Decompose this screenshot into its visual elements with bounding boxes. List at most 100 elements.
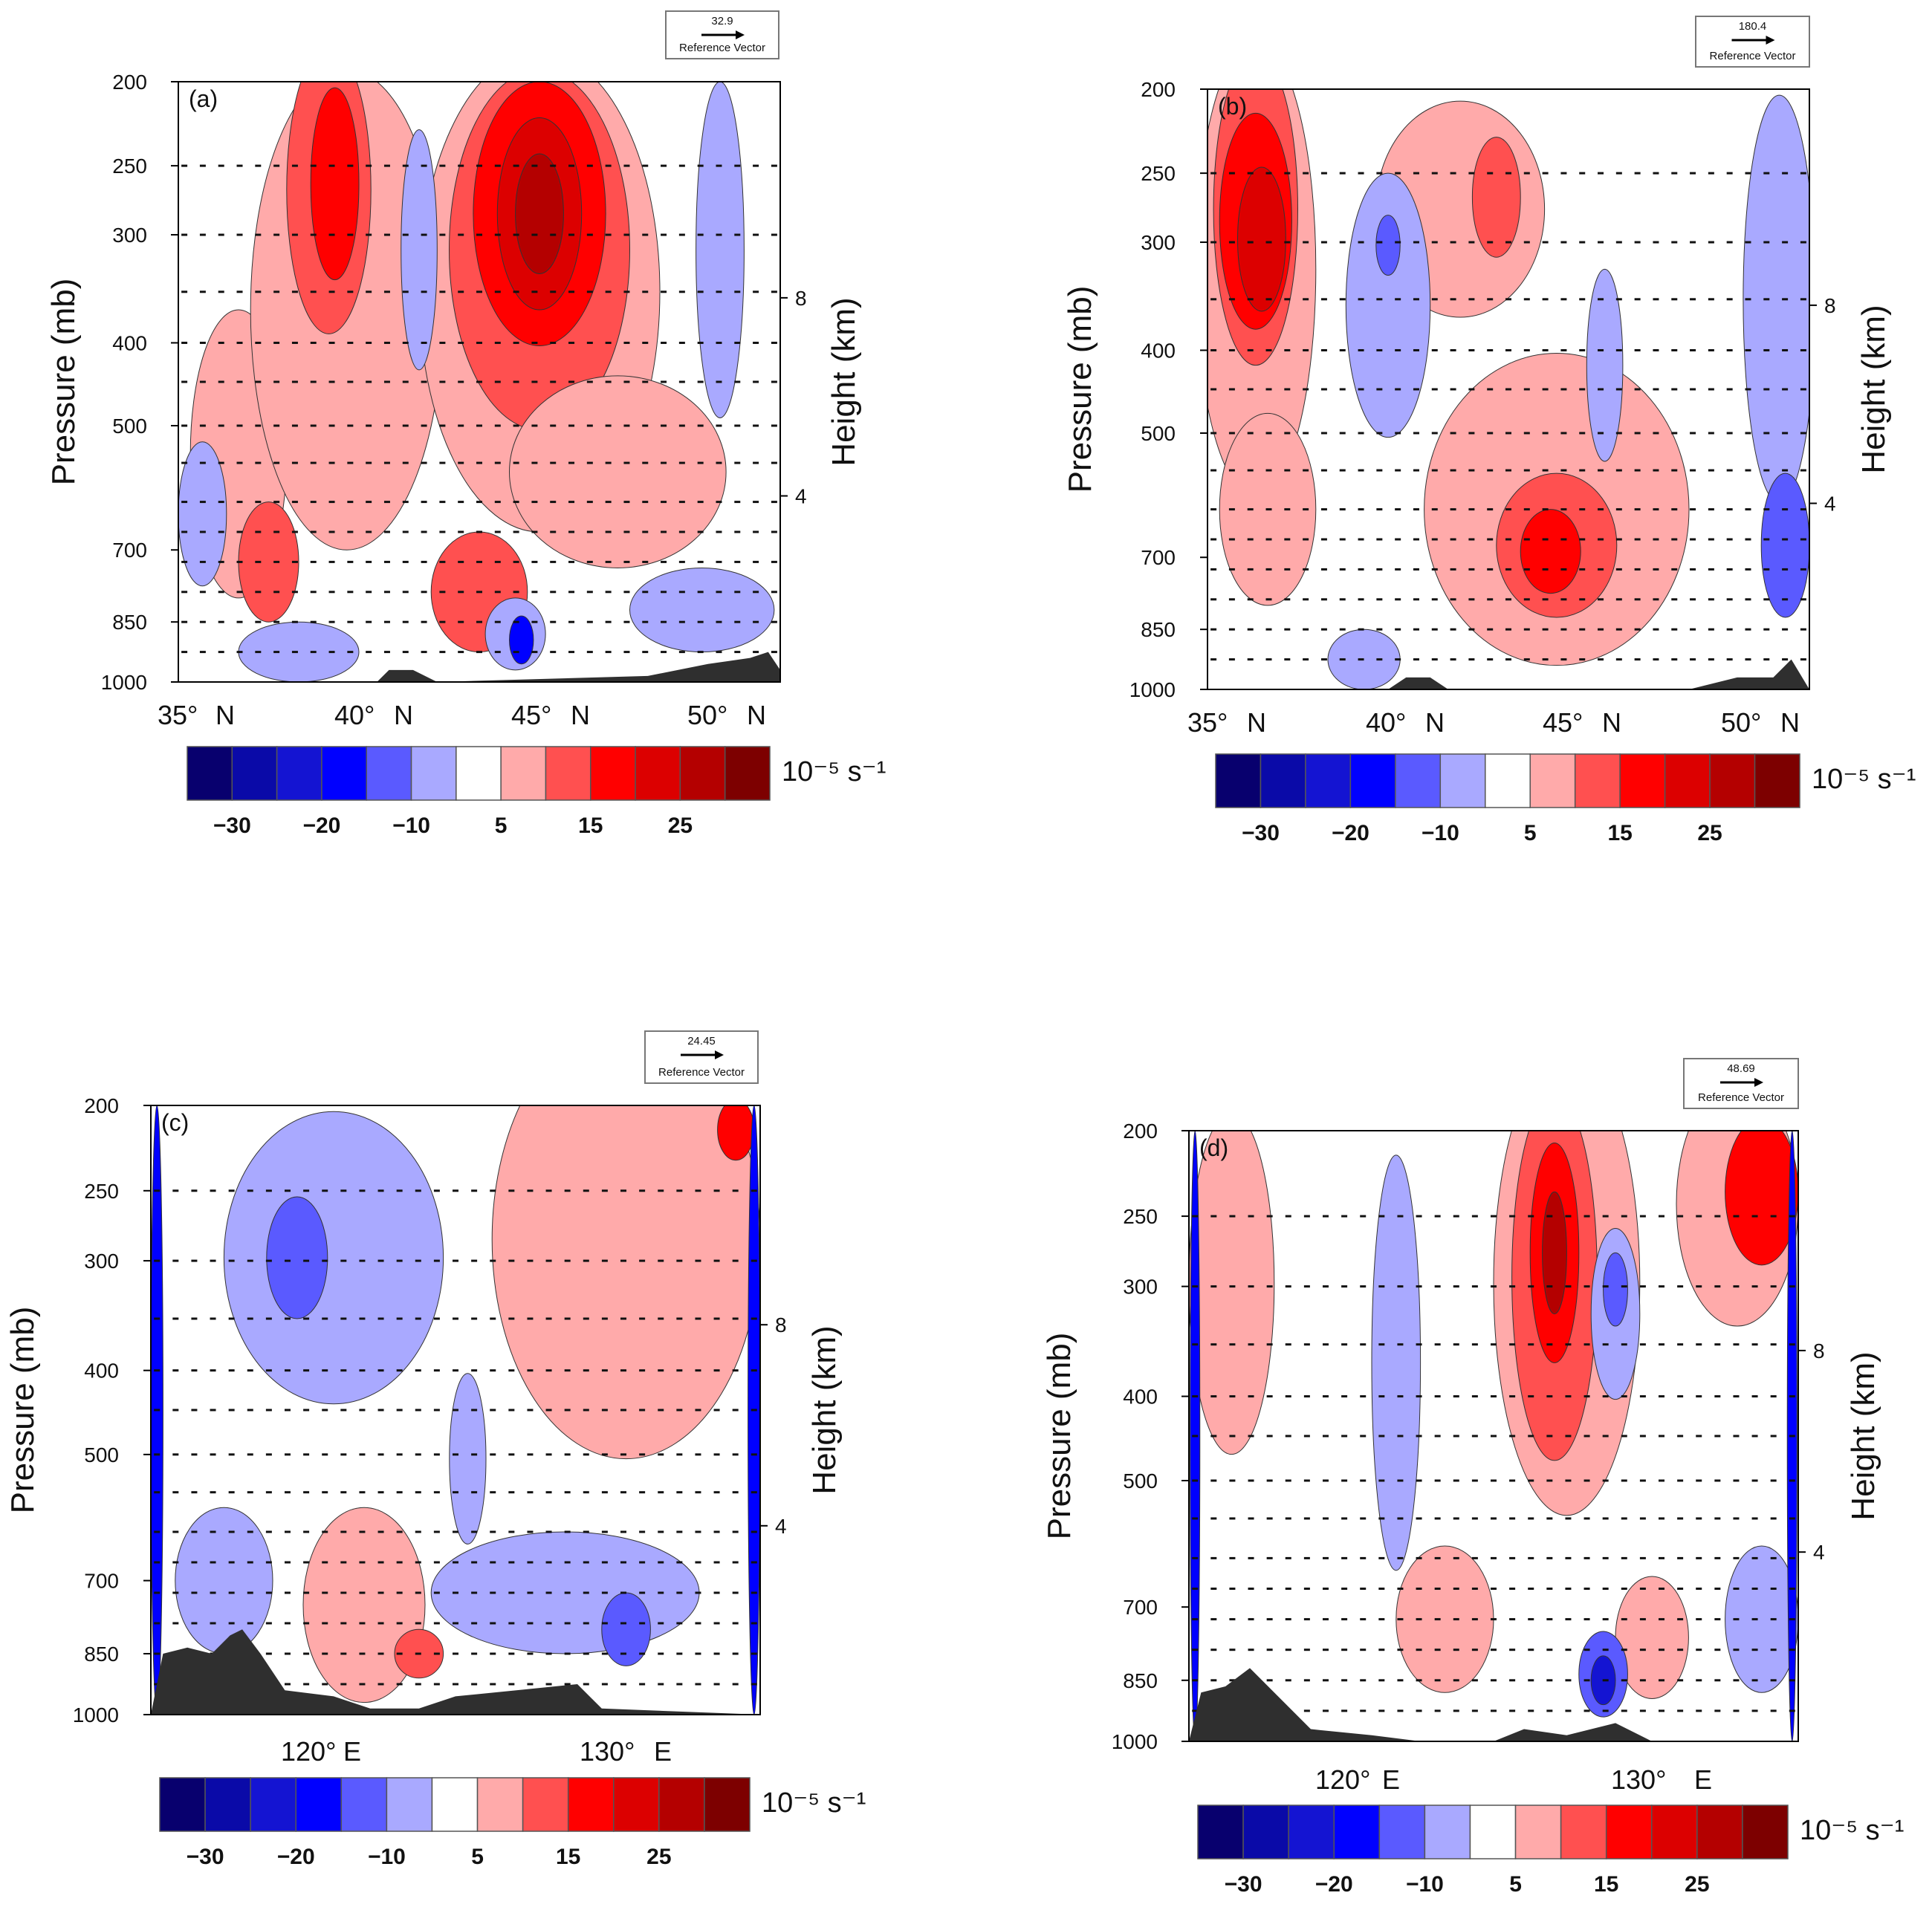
colorbar-swatch (635, 746, 681, 801)
reference-vector-arrowhead (1754, 1078, 1763, 1087)
panel-label: (a) (189, 85, 218, 112)
y-axis-title: Pressure (mb) (1041, 1333, 1077, 1540)
colorbar-swatch (431, 1777, 479, 1832)
reference-vector-value: 48.69 (1727, 1062, 1755, 1075)
y2-axis-title: Height (km) (826, 297, 862, 466)
plot-frame (1207, 88, 1810, 690)
colorbar-swatch (1260, 753, 1306, 808)
x-tick-label: 130° (580, 1736, 635, 1767)
panel-label: (d) (1199, 1134, 1228, 1161)
colorbar: 10⁻⁵ s⁻¹ −30 −20 −10 5 15 25 (187, 746, 886, 838)
terrain (151, 1629, 760, 1715)
colorbar-swatch (1333, 1805, 1381, 1859)
panel-4: (d) 200 250 300 400 500 700 850 1000 8 4 Pressure (… (1041, 1058, 1904, 1897)
y2-axis-title: Height (km) (1855, 305, 1892, 473)
pressure-tick-label: 850 (112, 611, 147, 634)
pressure-tick-label: 250 (84, 1180, 119, 1203)
x-tick-label: 40° (334, 700, 375, 730)
contour-negative (629, 567, 775, 653)
pressure-tick-label: 400 (112, 331, 147, 354)
plot-area (151, 1105, 760, 1715)
x-tick-hemisphere: N (1425, 707, 1445, 738)
colorbar-tick-label: −20 (1332, 821, 1369, 845)
y-axis-title: Pressure (mb) (1062, 286, 1098, 493)
contour-negative (449, 1373, 487, 1544)
colorbar-swatch (1288, 1805, 1335, 1859)
colorbar-tick-label: 5 (1524, 821, 1537, 845)
colorbar-swatch (1305, 753, 1352, 808)
pressure-tick-label: 300 (84, 1250, 119, 1273)
panel-3: (c) 200 250 300 400 500 700 850 1000 8 4 Pressure (… (4, 1030, 866, 1869)
contour-negative (401, 129, 438, 371)
colorbar-swatch (1485, 753, 1531, 808)
pressure-tick-label: 1000 (1112, 1730, 1158, 1753)
contour-positive (1189, 1131, 1275, 1455)
pressure-tick-label: 700 (1141, 546, 1176, 569)
colorbar-swatch (276, 746, 322, 801)
contour-positive (1725, 1131, 1798, 1266)
colorbar-swatch (321, 746, 367, 801)
contour-negative (1345, 172, 1431, 438)
colorbar-swatch (1395, 753, 1442, 808)
x-tick-hemisphere: N (1247, 707, 1266, 738)
x-tick-label: 35° (1187, 707, 1228, 738)
colorbar-swatch (410, 746, 457, 801)
reference-vector-label: Reference Vector (1710, 50, 1796, 62)
colorbar-tick-label: −20 (277, 1845, 315, 1869)
colorbar-swatch (476, 1777, 524, 1832)
x-tick-hemisphere: E (1382, 1764, 1400, 1795)
x-tick-hemisphere: E (654, 1736, 672, 1767)
colorbar: 10⁻⁵ s⁻¹ −30 −20 −10 5 15 25 (1215, 753, 1916, 845)
x-tick-hemisphere: E (1694, 1764, 1712, 1795)
pressure-tick-label: 250 (112, 155, 147, 178)
colorbar-swatch (500, 746, 547, 801)
x-tick-label: 130° (1611, 1764, 1666, 1795)
reference-vector-box (644, 1030, 759, 1084)
reference-vector-value: 24.45 (687, 1035, 716, 1047)
pressure-tick-label: 200 (84, 1094, 119, 1117)
colorbar-unit: 10⁻⁵ s⁻¹ (1812, 764, 1916, 795)
colorbar-swatch (456, 746, 502, 801)
pressure-tick-label: 400 (1141, 339, 1176, 362)
colorbar-swatch (1574, 753, 1621, 808)
height-tick-label: 4 (1813, 1541, 1825, 1564)
contour-positive (1520, 509, 1581, 594)
colorbar-swatch (1619, 753, 1666, 808)
pressure-tick-label: 200 (1123, 1120, 1158, 1143)
panel-1: (a) 200 250 300 400 500 700 850 1000 8 4 Pressure (… (45, 10, 886, 838)
reference-vector-label: Reference Vector (679, 42, 765, 54)
colorbar-swatch (1242, 1805, 1289, 1859)
colorbar-swatch (1664, 753, 1711, 808)
plot-area (1189, 1131, 1798, 1741)
reference-vector-arrowhead (1766, 36, 1775, 45)
contour-positive (238, 501, 299, 623)
colorbar-tick-label: 25 (668, 813, 693, 838)
colorbar-swatch (295, 1777, 343, 1832)
colorbar-swatch (1709, 753, 1756, 808)
colorbar-tick-label: 5 (1509, 1872, 1522, 1897)
x-tick-label: 40° (1366, 707, 1406, 738)
colorbar-unit: 10⁻⁵ s⁻¹ (782, 756, 886, 787)
x-tick-label: 45° (1543, 707, 1583, 738)
colorbar: 10⁻⁵ s⁻¹ −30 −20 −10 5 15 25 (159, 1777, 866, 1869)
contour-positive (1395, 1545, 1494, 1693)
colorbar-tick-label: −30 (187, 1845, 224, 1869)
panel-label: (b) (1218, 93, 1247, 120)
pressure-tick-label: 500 (1141, 422, 1176, 445)
reference-vector-arrowhead (736, 30, 745, 39)
y2-axis-title: Height (km) (806, 1325, 843, 1494)
colorbar-swatch (545, 746, 591, 801)
colorbar-tick-label: −30 (1242, 821, 1280, 845)
pressure-tick-label: 850 (1123, 1669, 1158, 1692)
colorbar-swatch (724, 746, 771, 801)
reference-vector-value: 180.4 (1739, 20, 1767, 33)
colorbar-swatch (1424, 1805, 1471, 1859)
pressure-tick-label: 1000 (1129, 678, 1176, 701)
pressure-tick-label: 250 (1141, 162, 1176, 185)
contour-negative (1371, 1154, 1422, 1571)
colorbar-swatch (1605, 1805, 1653, 1859)
plot-area (1208, 89, 1809, 689)
colorbar: 10⁻⁵ s⁻¹ −30 −20 −10 5 15 25 (1197, 1805, 1904, 1897)
x-tick-hemisphere: N (747, 700, 766, 730)
colorbar-tick-label: 15 (556, 1845, 580, 1869)
